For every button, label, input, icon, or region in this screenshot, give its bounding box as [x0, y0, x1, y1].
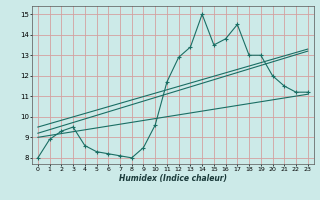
X-axis label: Humidex (Indice chaleur): Humidex (Indice chaleur)	[119, 174, 227, 183]
